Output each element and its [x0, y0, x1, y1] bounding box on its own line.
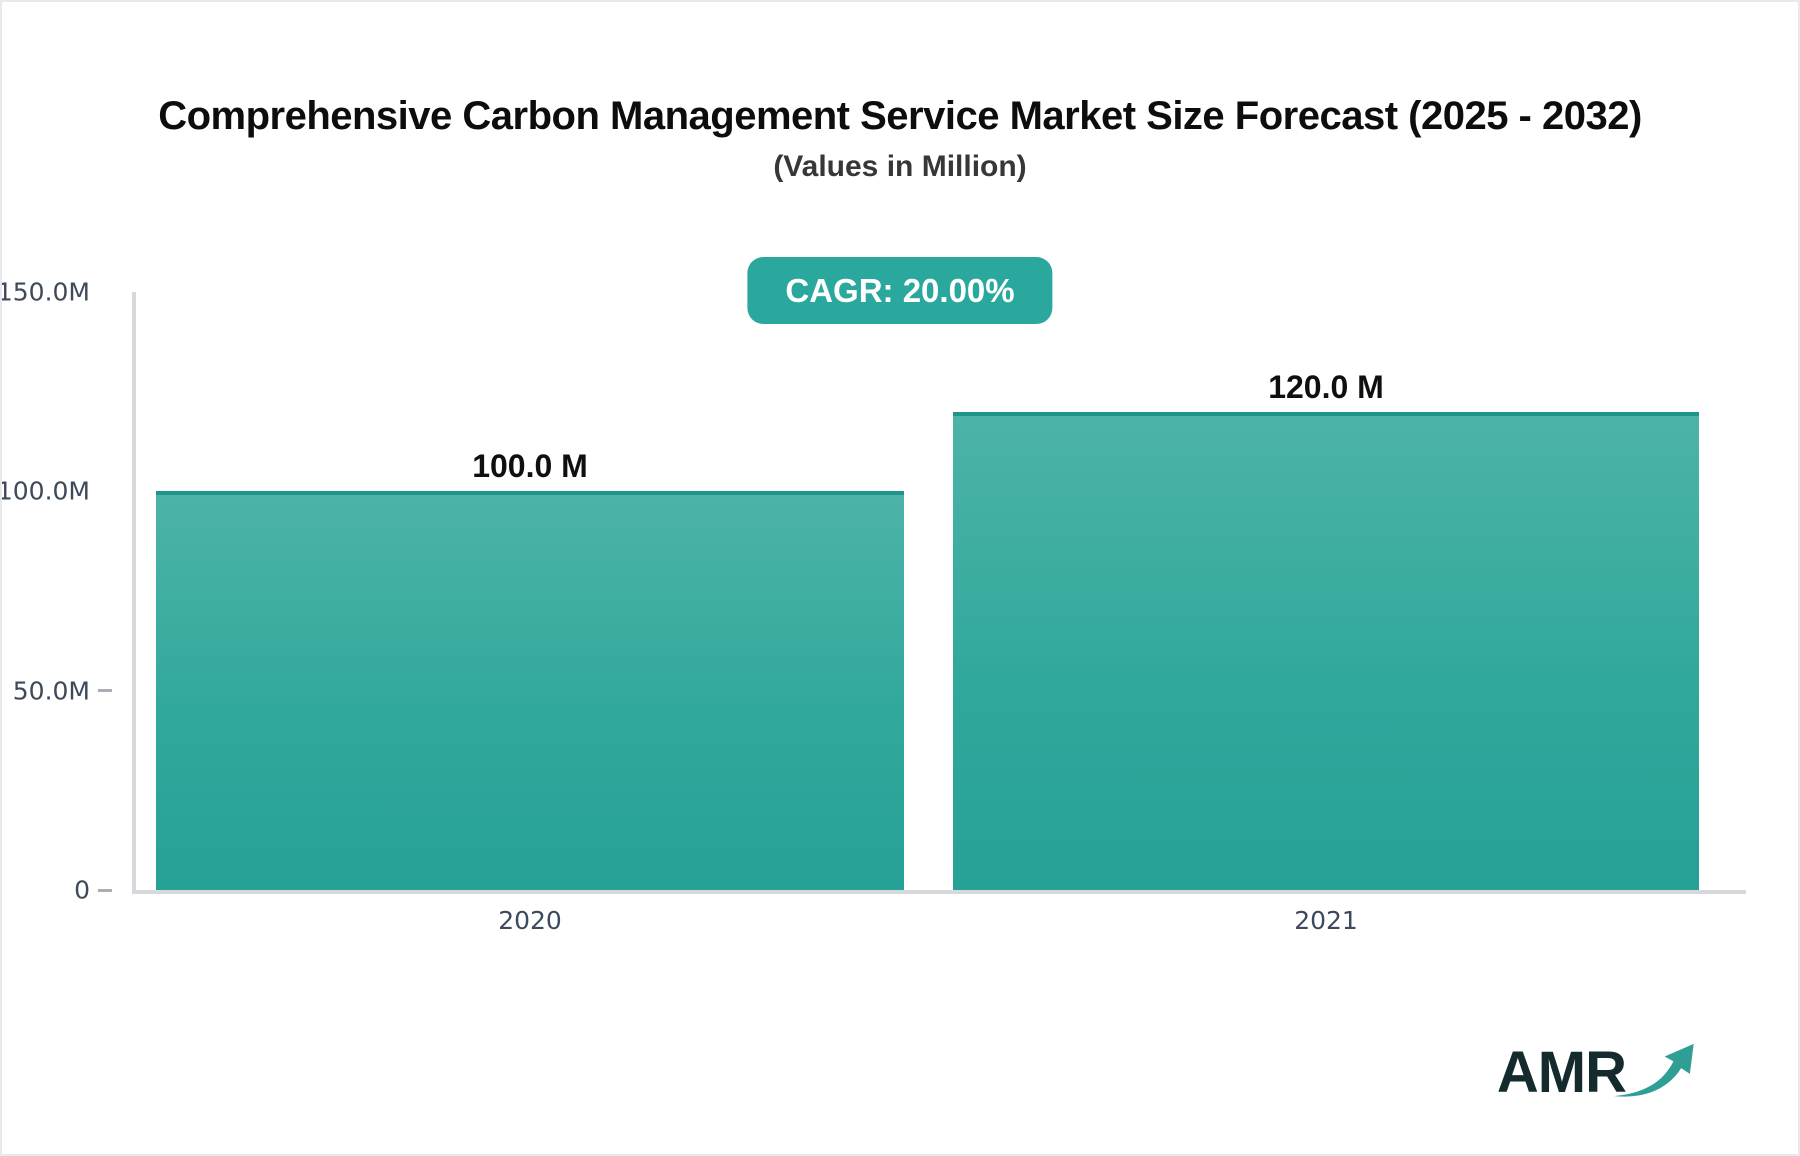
amr-logo: AMR	[1497, 1042, 1700, 1102]
cagr-badge: CAGR: 20.00%	[747, 257, 1053, 324]
y-tick-0: 0	[74, 876, 112, 905]
tick-mark	[98, 888, 112, 892]
amr-logo-text: AMR	[1496, 1040, 1627, 1105]
y-tick-150: 150.0M	[0, 277, 90, 307]
bar-value-label: 100.0 M	[472, 448, 588, 485]
chart-title: Comprehensive Carbon Management Service …	[158, 94, 1642, 138]
bar-value-label: 120.0 M	[1268, 368, 1384, 405]
bar-2020[interactable]: 100.0 M	[156, 448, 904, 890]
x-label-2021: 2021	[1294, 906, 1358, 935]
trending-up-arrow-icon	[1614, 1043, 1694, 1097]
tick-mark	[98, 689, 112, 693]
y-tick-50: 50.0M	[13, 676, 112, 705]
x-label-2020: 2020	[498, 906, 562, 935]
bar-2021[interactable]: 120.0 M	[953, 369, 1699, 890]
y-tick-100: 100.0M	[0, 476, 90, 506]
y-axis: 0 50.0M 100.0M 150.0M	[0, 278, 120, 905]
chart-subtitle: (Values in Million)	[773, 150, 1027, 183]
plot-area: 100.0 M 120.0 M 2020 2021	[132, 292, 1746, 935]
